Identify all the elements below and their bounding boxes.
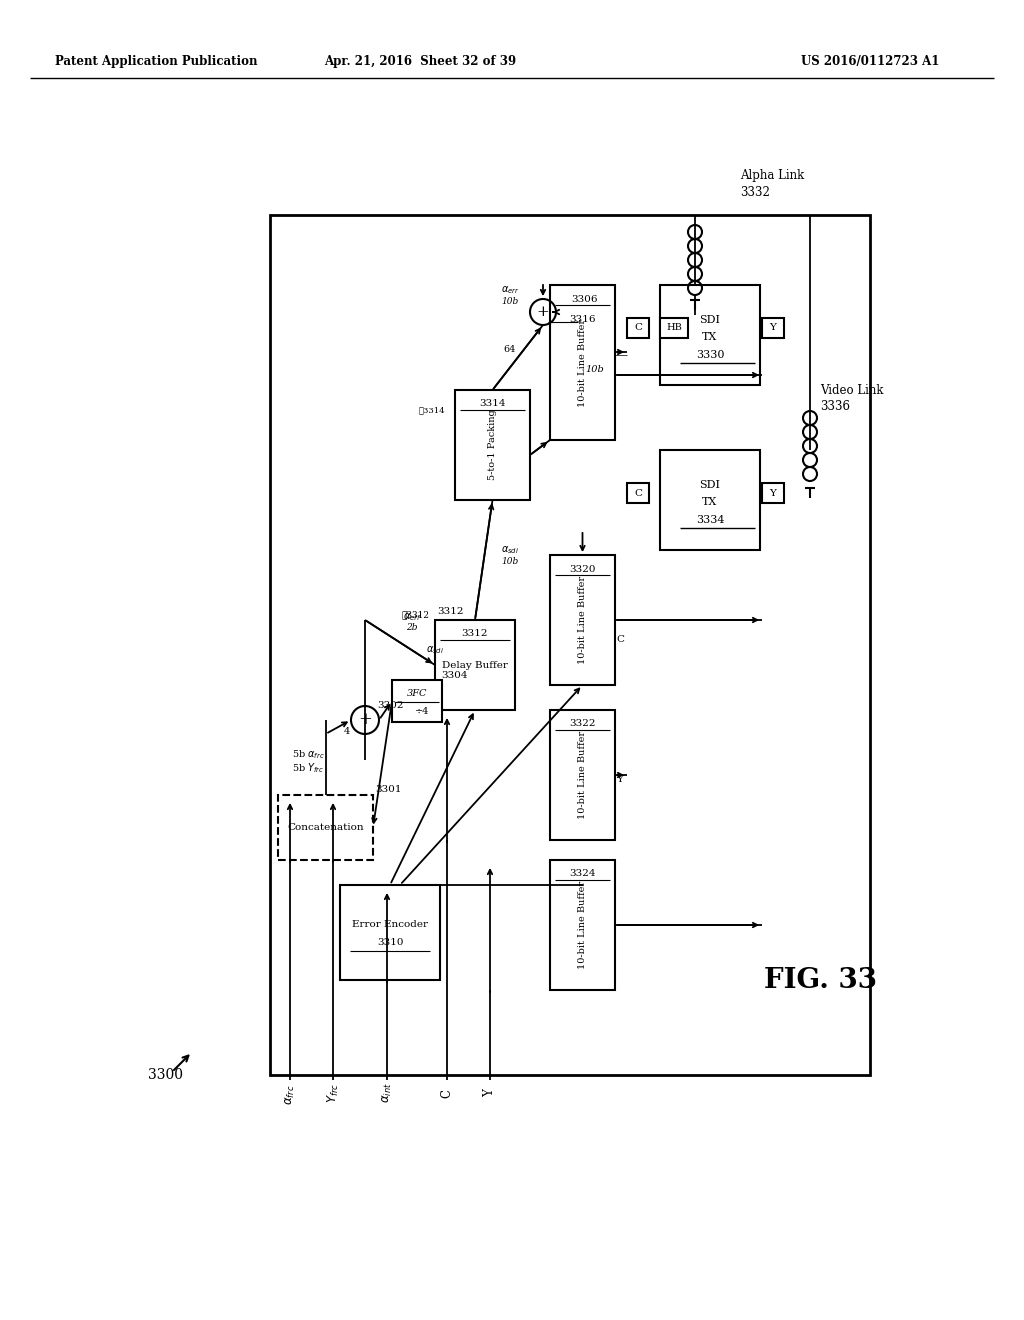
Bar [455, 389, 530, 500]
Text: C: C [634, 323, 642, 333]
Text: +: + [358, 711, 372, 729]
Text: 3301: 3301 [375, 785, 401, 795]
Text: 5b $Y_{frc}$: 5b $Y_{frc}$ [292, 762, 325, 775]
Text: C: C [440, 1089, 454, 1097]
Text: +: + [537, 305, 549, 319]
Bar [660, 318, 688, 338]
Text: 3312: 3312 [437, 607, 463, 616]
Text: TX: TX [702, 498, 718, 507]
Text: $\alpha_{err}$: $\alpha_{err}$ [501, 284, 519, 296]
Bar [435, 620, 515, 710]
Bar [278, 795, 373, 861]
Text: 3302: 3302 [377, 701, 403, 710]
Bar [762, 483, 784, 503]
Bar [550, 861, 615, 990]
Text: Y: Y [483, 1089, 497, 1097]
Bar [340, 884, 440, 979]
Text: 10b: 10b [502, 297, 518, 306]
Text: C: C [616, 635, 624, 644]
Text: Delay Buffer: Delay Buffer [442, 660, 508, 669]
Text: 3310: 3310 [377, 939, 403, 946]
Text: 3304: 3304 [440, 671, 467, 680]
Text: FIG. 33: FIG. 33 [764, 966, 877, 994]
Text: 10b: 10b [502, 557, 518, 566]
Text: 10b: 10b [586, 366, 604, 375]
Text: 10-bit Line Buffer: 10-bit Line Buffer [578, 576, 587, 664]
Text: 3312: 3312 [462, 630, 488, 639]
Text: 64: 64 [504, 346, 516, 355]
Text: Apr. 21, 2016  Sheet 32 of 39: Apr. 21, 2016 Sheet 32 of 39 [324, 55, 516, 69]
Text: Video Link: Video Link [820, 384, 884, 396]
Text: Concatenation: Concatenation [287, 822, 364, 832]
Text: $\alpha_{eff}$: $\alpha_{eff}$ [402, 611, 421, 623]
Text: ⌒3312: ⌒3312 [402, 610, 430, 619]
Text: 3320: 3320 [569, 565, 596, 573]
Text: 5-to-1 Packing: 5-to-1 Packing [488, 409, 497, 480]
Text: 3306: 3306 [571, 294, 598, 304]
Bar [550, 285, 615, 440]
Bar [627, 318, 649, 338]
Text: HB: HB [666, 323, 682, 333]
Bar [660, 285, 760, 385]
Text: Alpha Link: Alpha Link [740, 169, 804, 181]
Text: 2b: 2b [407, 623, 418, 632]
Text: 10-bit Line Buffer: 10-bit Line Buffer [578, 880, 587, 969]
Text: SDI: SDI [699, 480, 721, 490]
Text: 3334: 3334 [695, 515, 724, 525]
Text: 10-bit Line Buffer: 10-bit Line Buffer [578, 731, 587, 820]
Text: Error Encoder: Error Encoder [352, 920, 428, 929]
Text: Y: Y [616, 776, 624, 784]
Text: 10-bit Line Buffer: 10-bit Line Buffer [578, 318, 587, 407]
Text: US 2016/0112723 A1: US 2016/0112723 A1 [801, 55, 939, 69]
Text: $\alpha_{sdi}$: $\alpha_{sdi}$ [501, 544, 519, 556]
Text: 3300: 3300 [148, 1068, 183, 1082]
Bar [550, 554, 615, 685]
Text: Patent Application Publication: Patent Application Publication [55, 55, 257, 69]
Text: 4: 4 [344, 727, 350, 737]
Text: $\alpha_{frc}$: $\alpha_{frc}$ [284, 1085, 297, 1105]
Bar [762, 318, 784, 338]
Text: 3336: 3336 [820, 400, 850, 413]
Text: $\alpha_{int}$: $\alpha_{int}$ [381, 1082, 393, 1104]
Text: 3324: 3324 [569, 870, 596, 879]
Text: ⌒3314: ⌒3314 [419, 407, 445, 414]
Text: 5b $\alpha_{frc}$: 5b $\alpha_{frc}$ [292, 748, 325, 762]
Bar [627, 483, 649, 503]
Text: 3316: 3316 [569, 315, 596, 325]
Text: $Y_{frc}$: $Y_{frc}$ [326, 1084, 341, 1104]
Text: Y: Y [770, 488, 776, 498]
Text: 3322: 3322 [569, 719, 596, 729]
Text: $\alpha_{sdi}$: $\alpha_{sdi}$ [426, 644, 444, 656]
Bar [392, 680, 442, 722]
Text: C: C [634, 488, 642, 498]
Text: 3FC: 3FC [407, 689, 427, 697]
Text: 3332: 3332 [740, 186, 770, 198]
Text: 3330: 3330 [695, 350, 724, 360]
Text: SDI: SDI [699, 315, 721, 325]
Text: ÷4: ÷4 [415, 708, 429, 717]
Bar [550, 710, 615, 840]
Bar [270, 215, 870, 1074]
Text: TX: TX [702, 333, 718, 342]
Bar [660, 450, 760, 550]
Text: Y: Y [770, 323, 776, 333]
Text: 3314: 3314 [479, 400, 506, 408]
